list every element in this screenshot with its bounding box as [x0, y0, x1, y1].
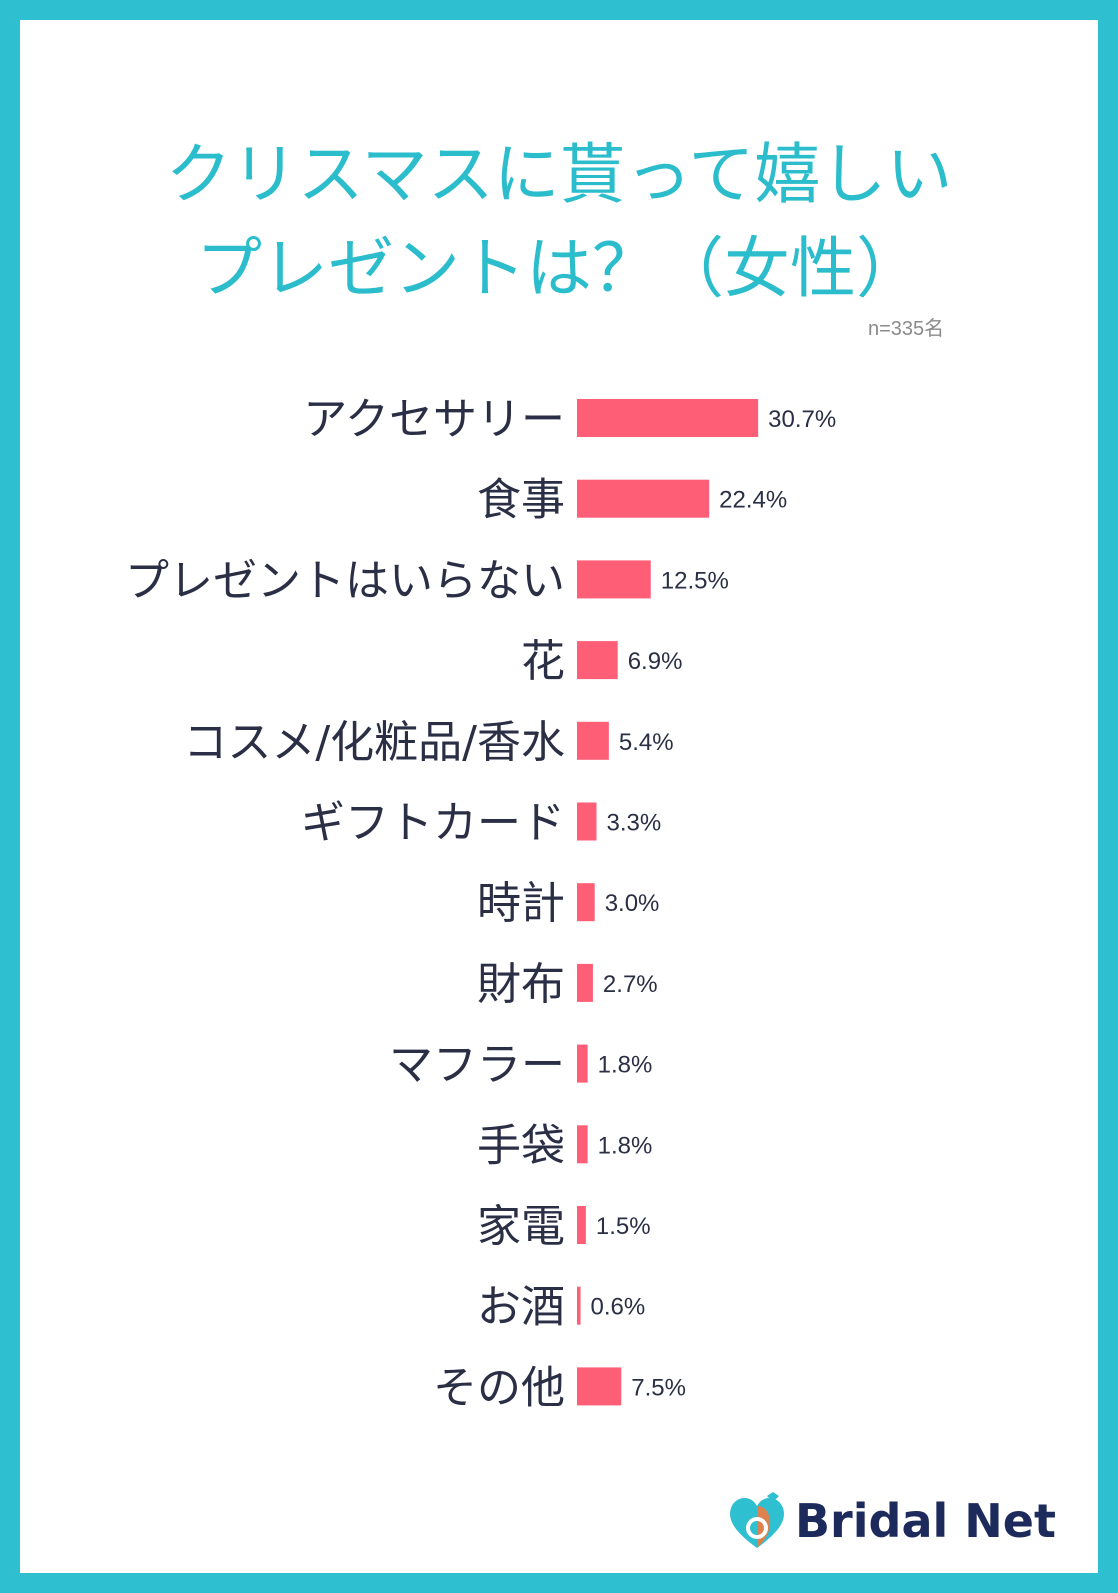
bar — [577, 883, 595, 922]
chart-title-line2: プレゼントは？（女性） — [196, 230, 922, 307]
category-label: アクセサリー — [303, 394, 565, 445]
bar — [577, 1367, 622, 1406]
bar — [577, 1206, 586, 1244]
bar — [577, 399, 759, 437]
bar — [577, 802, 597, 841]
value-label: 2.7% — [603, 971, 658, 998]
category-label: 時計 — [477, 878, 565, 929]
category-label: プレゼントはいらない — [125, 555, 565, 606]
category-label: コスメ/化粧品/香水 — [183, 717, 565, 768]
chart-title: クリスマスに貰って嬉しい プレゼントは？（女性） — [20, 128, 1098, 316]
category-label: 家電 — [477, 1201, 565, 1252]
heart-ring-icon — [730, 1492, 784, 1548]
brand-name: Bridal Net — [795, 1494, 1056, 1548]
sample-size: n=335名 — [868, 318, 945, 340]
value-label: 30.7% — [768, 406, 836, 433]
value-label: 1.8% — [598, 1132, 653, 1159]
category-label: ギフトカード — [301, 798, 565, 849]
category-label: 食事 — [477, 475, 565, 526]
category-label: マフラー — [389, 1040, 565, 1091]
value-label: 22.4% — [719, 487, 787, 514]
value-label: 3.0% — [605, 890, 660, 917]
bar — [577, 963, 593, 1002]
category-label: その他 — [433, 1362, 565, 1413]
value-label: 12.5% — [661, 567, 729, 594]
value-label: 5.4% — [619, 729, 674, 756]
category-label: 財布 — [477, 959, 565, 1010]
bar — [577, 1125, 588, 1164]
bar — [577, 560, 651, 599]
bar — [577, 641, 618, 680]
category-label: 手袋 — [477, 1120, 565, 1171]
value-label: 6.9% — [628, 648, 683, 675]
value-label: 1.8% — [598, 1052, 653, 1079]
value-label: 1.5% — [596, 1213, 651, 1240]
chart-title-line1: クリスマスに貰って嬉しい — [165, 136, 953, 213]
value-label: 3.3% — [606, 810, 661, 837]
value-label: 0.6% — [591, 1294, 646, 1321]
bar-chart: アクセサリー 30.7% 食事 22.4% プレゼントはいらない 12.5% 花 6.9% コス… — [125, 394, 836, 1413]
bar — [577, 479, 710, 518]
category-label: お酒 — [477, 1282, 565, 1333]
bar — [577, 1044, 588, 1083]
category-label: 花 — [521, 636, 565, 687]
bar — [577, 721, 609, 760]
brand-logo: Bridal Net — [725, 1490, 1065, 1560]
bar — [577, 1286, 581, 1325]
chart-card: クリスマスに貰って嬉しい プレゼントは？（女性） n=335名 アクセサリー 30… — [20, 20, 1098, 1573]
value-label: 7.5% — [631, 1374, 686, 1401]
